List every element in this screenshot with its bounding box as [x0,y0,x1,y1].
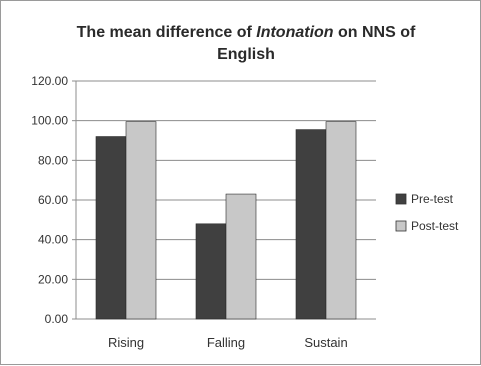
bar [225,193,257,320]
y-tick-label: 20.00 [38,272,68,286]
x-tick-label: Rising [108,335,144,350]
legend: Pre-test Post-test [395,192,459,233]
x-tick-label: Falling [207,335,245,350]
chart-title-line2: English [217,46,275,63]
legend-swatch [395,193,407,205]
chart-title-line1: The mean difference of Intonation on NNS… [77,24,416,41]
legend-swatch [395,220,407,232]
bar [295,129,327,320]
y-tick-label: 80.00 [38,153,68,167]
x-tick-label: Sustain [304,335,347,350]
y-tick-label: 40.00 [38,233,68,247]
legend-label: Post-test [411,219,459,233]
bar [325,121,357,320]
y-tick-label: 60.00 [38,193,68,207]
bar [95,136,127,320]
bars [95,121,357,320]
title-part-1: Intonation [256,24,334,41]
title-part-0: The mean difference of [77,24,257,41]
bar [125,121,157,320]
bar [195,223,227,320]
y-tick-label: 120.00 [31,74,68,88]
title-part-2: on NNS of [334,24,416,41]
y-tick-label: 100.00 [31,114,68,128]
y-tick-label: 0.00 [45,312,69,326]
axis-labels: 0.00 20.00 40.00 60.00 80.00 100.00 120.00 Risi… [31,74,347,350]
legend-label: Pre-test [411,192,454,206]
